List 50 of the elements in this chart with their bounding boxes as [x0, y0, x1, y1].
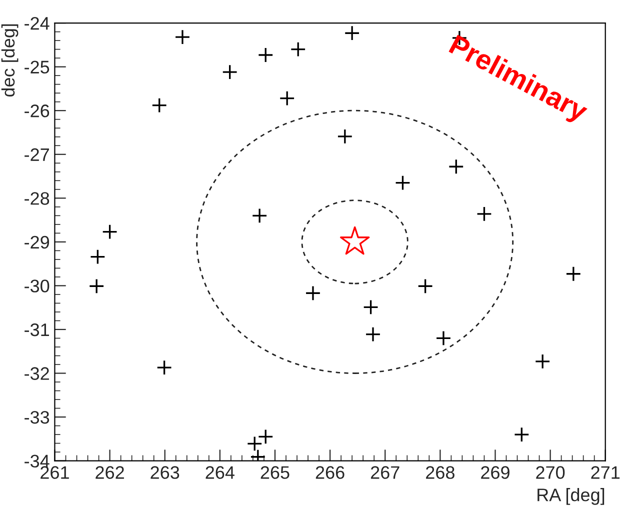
y-tick-label: -32 [24, 367, 49, 380]
point [566, 266, 582, 282]
x-tick-label: 269 [481, 466, 510, 479]
y-tick-label: -31 [24, 323, 49, 336]
point [418, 278, 434, 294]
y-tick-label: -34 [24, 454, 50, 468]
point [258, 428, 274, 445]
point [174, 29, 190, 45]
x-tick-label: 264 [206, 466, 234, 479]
x-tick-label: 261 [40, 466, 69, 479]
y-tick-label: -27 [24, 148, 49, 161]
y-tick-label: -28 [24, 192, 50, 205]
point [258, 47, 274, 63]
point [534, 354, 550, 370]
x-tick-label: 268 [426, 466, 454, 479]
y-tick-label: -25 [24, 60, 50, 74]
x-tick-label: 267 [370, 466, 400, 479]
y-tick-label: -33 [24, 410, 50, 424]
point [305, 285, 321, 301]
y-axis-title: dec [deg] [1, 24, 18, 97]
y-tick-label: -24 [24, 16, 50, 30]
point [394, 175, 411, 191]
x-tick-label: 270 [536, 466, 565, 479]
x-tick-label: 263 [150, 466, 180, 479]
point [279, 90, 295, 106]
x-axis-title: RA [deg] [538, 488, 604, 505]
point [476, 206, 492, 222]
x-tick-label: 265 [260, 466, 290, 479]
x-tick-label: 262 [96, 466, 124, 479]
point [88, 278, 104, 294]
point [156, 360, 172, 376]
y-tick-label: -29 [24, 236, 50, 249]
point [102, 224, 118, 240]
point [448, 158, 464, 174]
y-tick-label: -30 [24, 280, 50, 292]
point [365, 326, 381, 342]
point [337, 128, 353, 144]
point [90, 249, 106, 265]
point [246, 436, 262, 452]
point [363, 299, 379, 315]
point [152, 98, 168, 114]
point [344, 25, 360, 41]
x-tick-label: 271 [591, 466, 620, 479]
x-tick-label: 266 [316, 466, 344, 479]
point [436, 330, 452, 346]
y-tick-label: -26 [24, 104, 50, 118]
point [290, 42, 306, 58]
point [514, 426, 530, 442]
point [252, 208, 268, 224]
point [222, 64, 238, 80]
